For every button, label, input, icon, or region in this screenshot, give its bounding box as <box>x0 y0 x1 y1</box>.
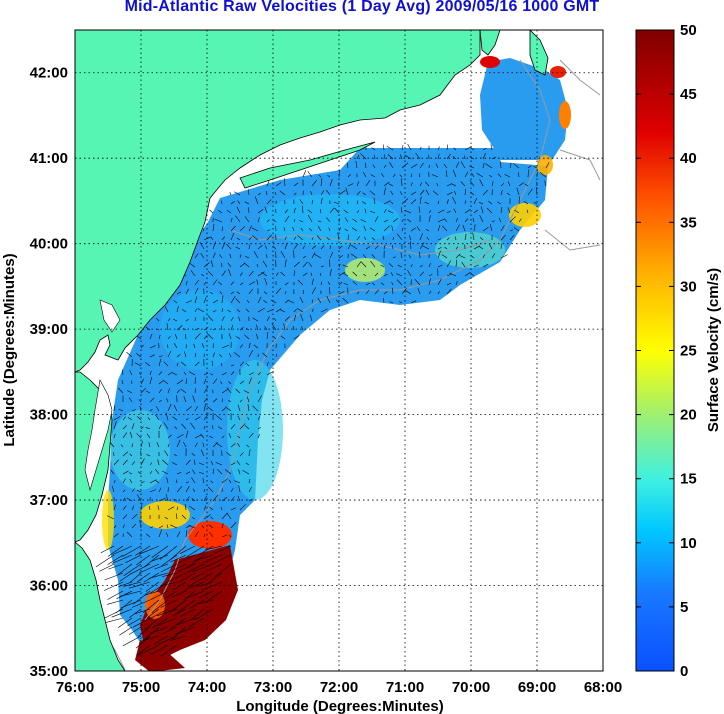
colorbar-tick-label: 10 <box>680 535 697 552</box>
colorbar-label: Surface Velocity (cm/s) <box>705 268 722 432</box>
delaware-bay <box>99 299 121 333</box>
colorbar-tick-label: 40 <box>680 150 697 167</box>
x-tick-label: 69:00 <box>518 679 556 696</box>
bay-water <box>84 379 113 492</box>
colorbar-tick-label: 20 <box>680 407 697 424</box>
colorbar-tick-label: 25 <box>680 343 697 360</box>
map-title: Mid-Atlantic Raw Velocities (1 Day Avg) … <box>124 0 600 15</box>
colorbar-ticks: 0 5 10 15 20 25 30 35 40 45 50 <box>636 22 697 680</box>
grid-lines <box>75 30 603 671</box>
y-tick-label: 36:00 <box>30 578 68 595</box>
x-tick-label: 76:00 <box>56 679 94 696</box>
x-axis-label: Longitude (Degrees:Minutes) <box>236 698 444 714</box>
y-tick-label: 41:00 <box>30 150 68 167</box>
x-tick-label: 68:00 <box>584 679 622 696</box>
colorbar-tick-label: 0 <box>680 663 688 680</box>
y-tick-label: 38:00 <box>30 407 68 424</box>
y-tick-label: 35:00 <box>30 663 68 680</box>
x-tick-label: 71:00 <box>386 679 424 696</box>
colorbar <box>635 29 675 672</box>
colorbar-tick-label: 5 <box>680 599 688 616</box>
colorbar-tick-label: 35 <box>680 214 697 231</box>
colorbar-tick-label: 45 <box>680 86 697 103</box>
y-tick-label: 42:00 <box>30 65 68 82</box>
x-tick-label: 73:00 <box>254 679 292 696</box>
x-tick-label: 70:00 <box>452 679 490 696</box>
long-island <box>239 141 376 189</box>
colorbar-tick-label: 15 <box>680 471 697 488</box>
y-tick-label: 39:00 <box>30 321 68 338</box>
y-axis-label: Latitude (Degrees:Minutes) <box>1 253 18 446</box>
x-axis-ticks: 76:00 75:00 74:00 73:00 72:00 71:00 70:00 69:00… <box>56 679 622 696</box>
colorbar-tick-label: 50 <box>680 22 697 39</box>
x-tick-label: 75:00 <box>122 679 160 696</box>
velocity-vectors <box>95 143 550 657</box>
plot-frame <box>74 29 604 672</box>
x-tick-label: 74:00 <box>188 679 226 696</box>
y-tick-label: 37:00 <box>30 492 68 509</box>
y-tick-label: 40:00 <box>30 236 68 253</box>
y-axis-ticks: 35:00 36:00 37:00 38:00 39:00 40:00 41:00 42:00 <box>30 65 68 680</box>
colorbar-tick-label: 30 <box>680 278 697 295</box>
x-tick-label: 72:00 <box>320 679 358 696</box>
